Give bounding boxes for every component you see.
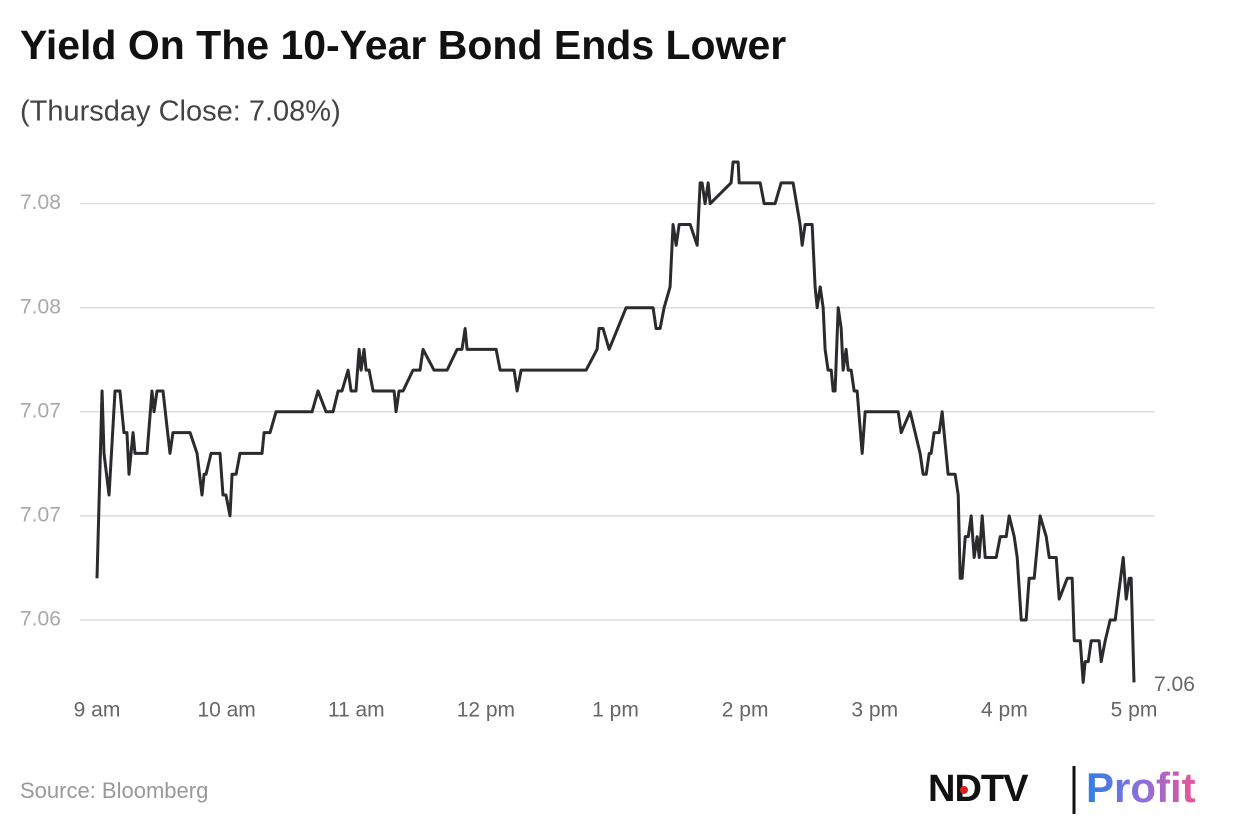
- y-tick-label: 7.07: [20, 503, 61, 526]
- x-tick-label: 3 pm: [851, 699, 898, 722]
- x-tick-label: 12 pm: [457, 699, 515, 722]
- logo-product: Profit: [1086, 764, 1196, 811]
- chart-subtitle: (Thursday Close: 7.08%): [20, 96, 341, 128]
- x-tick-label: 1 pm: [592, 699, 639, 722]
- y-tick-label: 7.08: [20, 191, 61, 214]
- y-tick-label: 7.07: [20, 399, 61, 422]
- x-tick-label: 5 pm: [1111, 699, 1158, 722]
- y-tick-label: 7.08: [20, 295, 61, 318]
- chart-title: Yield On The 10-Year Bond Ends Lower: [20, 22, 786, 68]
- x-tick-label: 2 pm: [722, 699, 769, 722]
- x-tick-label: 11 am: [328, 699, 385, 722]
- x-tick-label: 9 am: [74, 699, 121, 722]
- value-label: 7.06: [1154, 673, 1195, 696]
- source: Source: Bloomberg: [20, 778, 208, 803]
- x-tick-label: 4 pm: [981, 699, 1028, 722]
- x-tick-label: 10 am: [197, 699, 255, 722]
- logo-brand: NDTV: [928, 768, 1029, 810]
- logo-dot: [960, 786, 968, 794]
- y-tick-label: 7.06: [20, 607, 61, 630]
- series-line: [95, 160, 1136, 684]
